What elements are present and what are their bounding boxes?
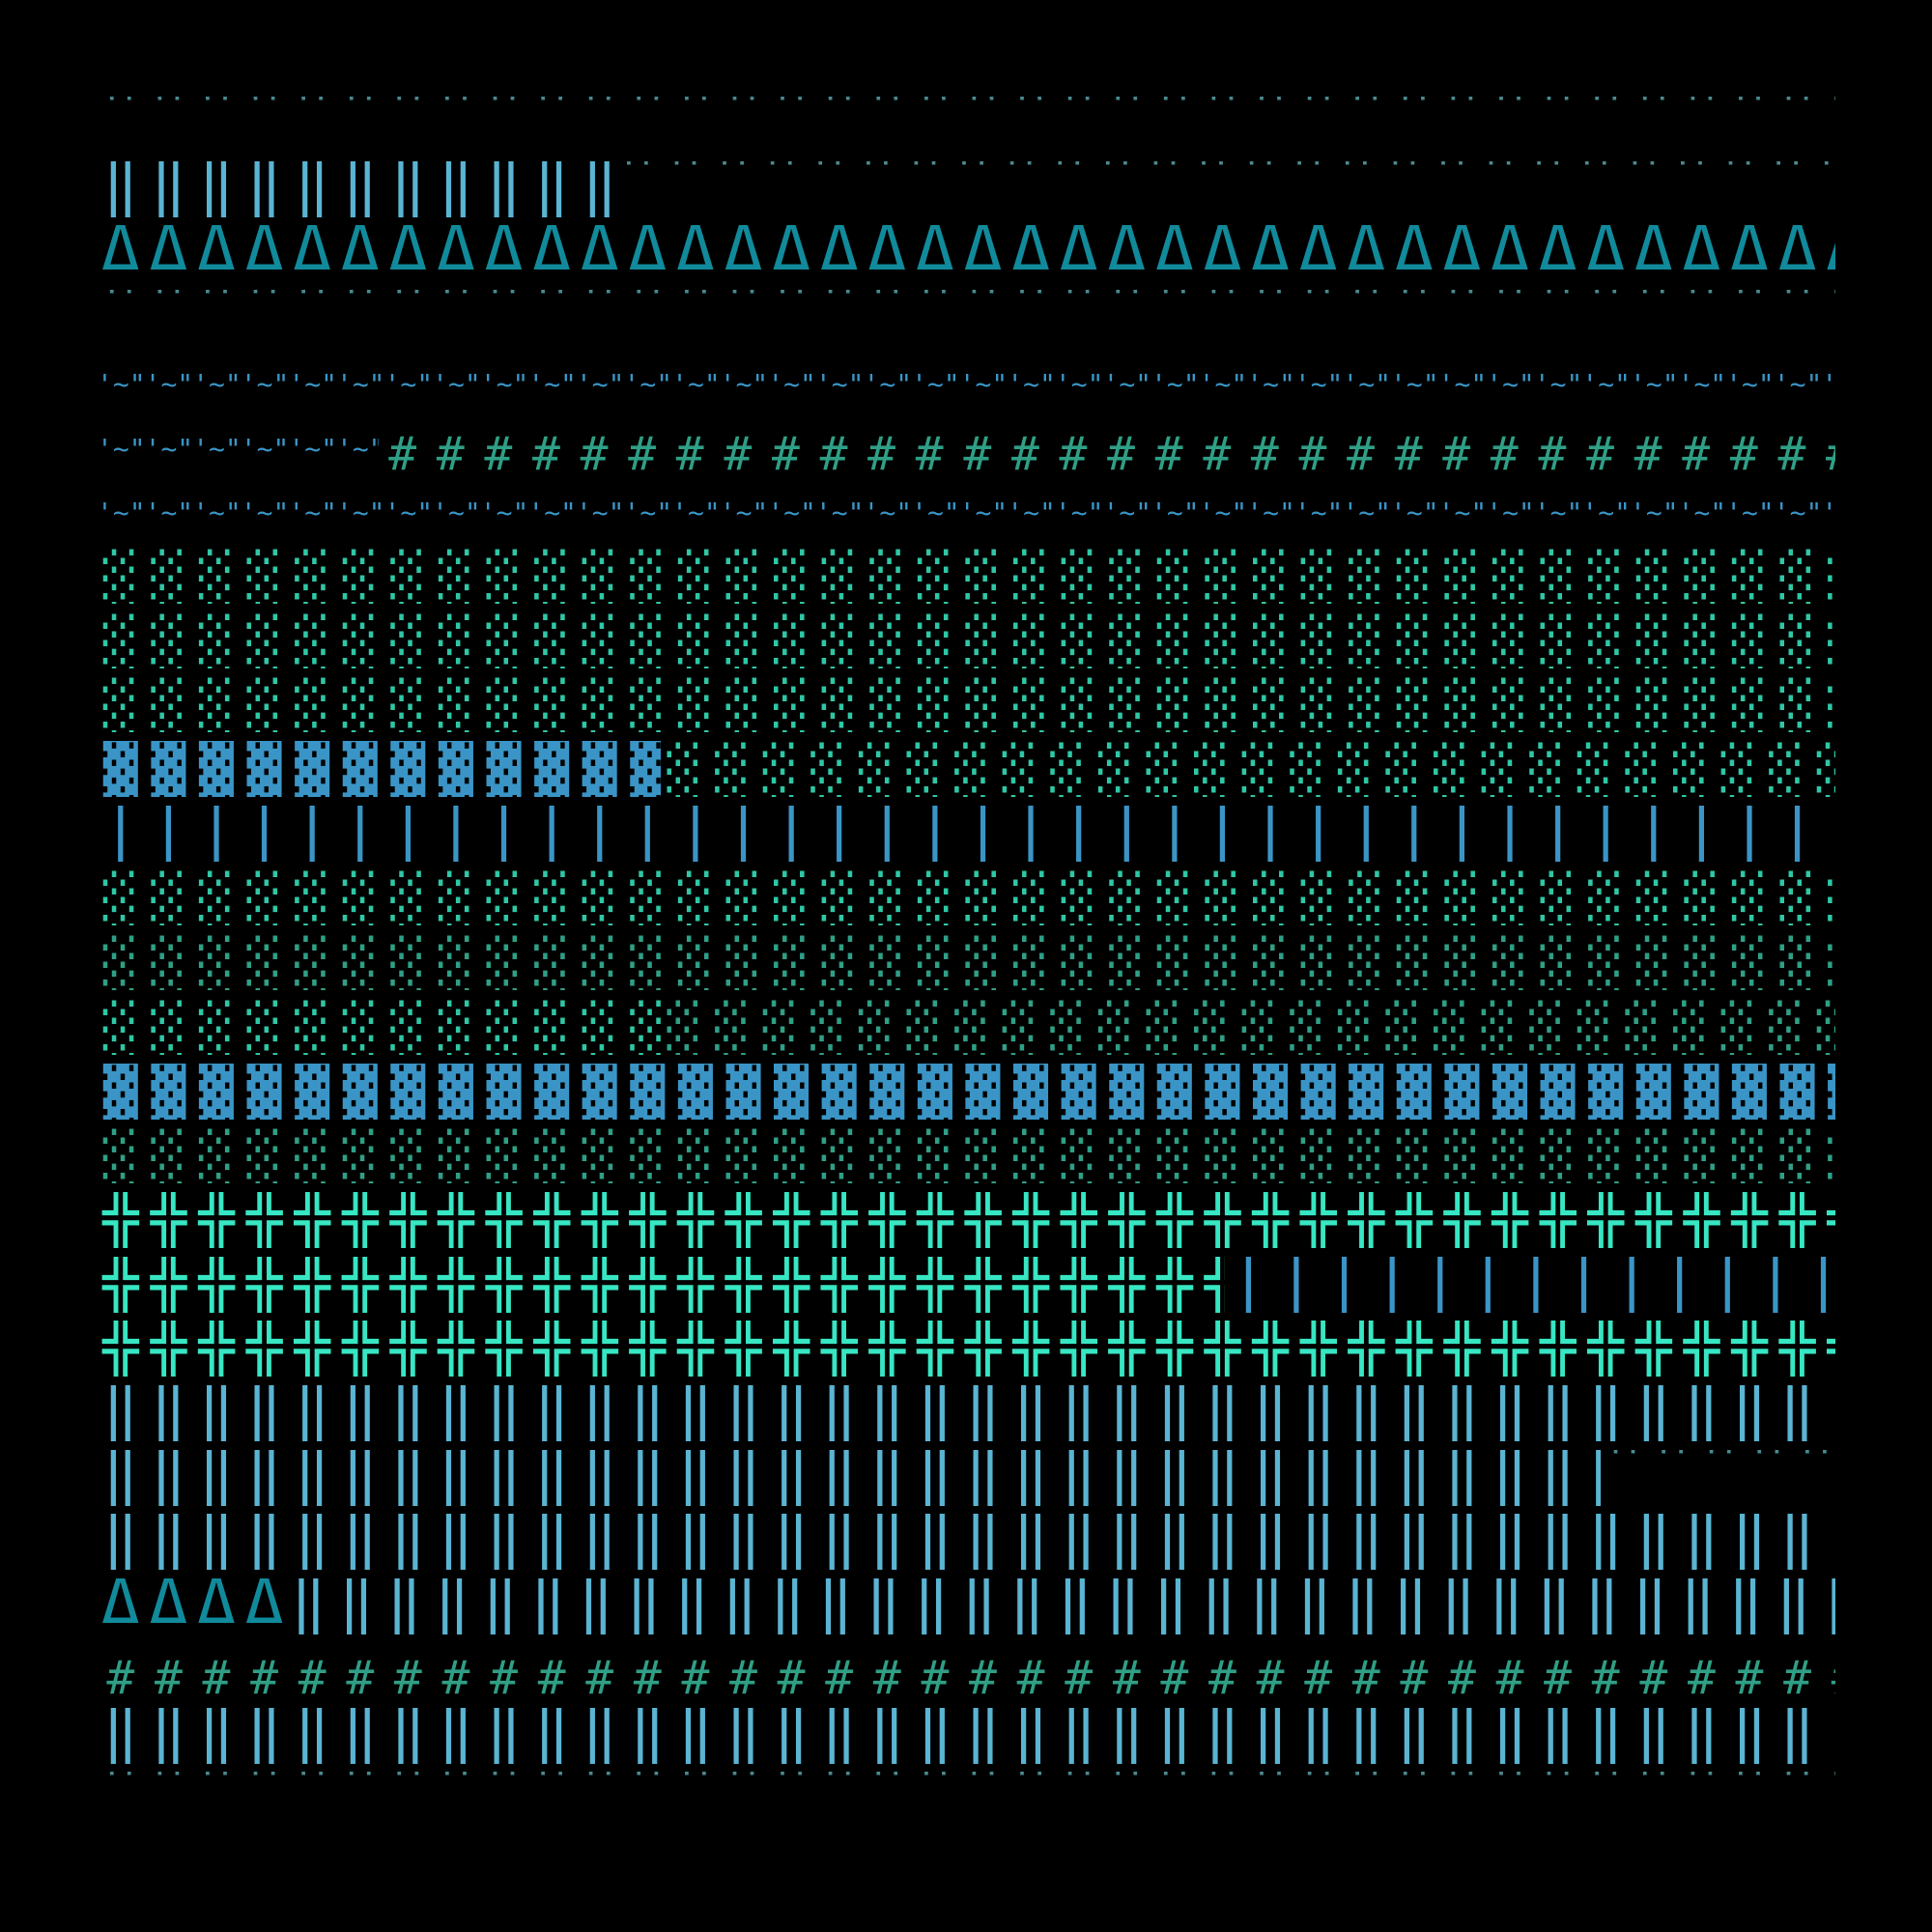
glyph-run-light-shade: ░ ░ ░ ░ ░ ░ ░ ░ ░ ░ ░ ░: [102, 998, 661, 1055]
glyph-run-hash: ###############################: [388, 430, 1835, 477]
glyph-run-light-shade: ░░░░░░░░░░░░░░░░░░░░░░░░░░░░░░░░░░░░░: [102, 934, 1835, 991]
pattern-row: ░░░░░░░░░░░░░░░░░░░░░░░░░░░░░░░░░░░░░: [97, 1127, 1835, 1193]
pattern-row: |||||||||||||||||||||||||||||||||||||: [97, 806, 1835, 871]
glyph-run-dark-shade: ▓▓▓▓▓▓▓▓▓▓▓▓▓▓▓▓▓▓▓▓▓▓▓▓▓▓▓▓▓▓▓▓▓▓▓▓▓: [102, 1063, 1835, 1120]
glyph-run-colon-pair: ·· ·· ·· ·· ·· ·· ·· ·· ·· ·· ·· ·· ·· ·· ·· ·· ·· ·· ·· ··…: [102, 97, 1835, 114]
pattern-row: ·· ·· ·· ·· ·· ·· ·· ·· ·· ·· ·· ·· ·· ·· ·· ·· ·· ·· ·· ··…: [97, 290, 1835, 355]
pattern-row: ‖‖‖‖‖‖‖‖‖‖‖‖‖‖‖‖‖‖‖‖‖‖‖‖‖‖‖‖‖‖‖‖‖‖‖‖‖: [97, 1708, 1835, 1774]
pattern-row: ░░░░░░░░░░░░░░░░░░░░░░░░░░░░░░░░░░░░░: [97, 999, 1835, 1065]
pattern-row: ‖‖‖‖‖‖‖‖‖‖‖ ·····························…: [97, 161, 1835, 227]
pattern-row: ░░░░░░░░░░░░░░░░░░░░░░░░░░░░░░░░░░░░░: [97, 612, 1835, 678]
glyph-run-delta: ΔΔΔΔΔΔΔΔΔΔΔΔΔΔΔΔΔΔΔΔΔΔΔΔΔΔΔΔΔΔΔΔΔΔΔΔΔ: [100, 225, 1835, 281]
pattern-row: ·· ·· ·· ·· ·· ·· ·· ·· ·· ·· ·· ·· ·· ·· ·· ·· ·· ·· ·· ··…: [97, 1772, 1835, 1835]
pattern-row: ·· ·· ·· ·· ·· ·· ·· ·· ·· ·· ·· ·· ·· ·· ·· ·· ·· ·· ·· ··…: [97, 97, 1835, 162]
glyph-run-light-shade: ░░░░░░░░░░░░░░░░░░░░░░░░░░░░░░░░░░░░░: [102, 611, 1835, 668]
pattern-row: ╬ ╬ ╬ ╬ ╬ ╬ ╬ ╬ ╬ ╬ ╬ ╬ ╬ ╬ ╬ ╬ ╬ ╬ ╬ ╬ ╬ ╬ ╬ ╬ | | | | | | | | | | | | |: [97, 1257, 1835, 1322]
glyph-run-tilde: '~"~'~"~'~"~'~"~'~"~'~"~: [97, 435, 379, 463]
pattern-row: ▓▓▓▓▓▓▓▓▓▓▓▓▓▓▓▓▓▓▓▓▓▓▓▓▓▓▓▓▓▓▓▓▓▓▓▓▓: [97, 1064, 1835, 1129]
glyph-run-colon-pair: ·· ·· ·· ·· ··: [1606, 1449, 1833, 1467]
glyph-run-light-shade: ░░░░░░░░░░░░░░░░░░░░░░░░░░░░░░░░░░░░░: [102, 1127, 1835, 1184]
pattern-canvas: ·· ·· ·· ·· ·· ·· ·· ·· ·· ·· ·· ·· ·· ·· ·· ·· ·· ·· ·· ··…: [97, 97, 1835, 1835]
pattern-row: #####################################: [97, 1643, 1835, 1709]
glyph-run-light-shade: ░░░░░░░░░░░░░░░░░░░░░░░░░░░░░░░░░░░░░: [102, 869, 1835, 926]
pattern-row: ▓ ▓ ▓ ▓ ▓ ▓ ▓ ▓ ▓ ▓ ▓ ▓ ░ ░ ░ ░ ░ ░ ░ ░ ░ ░ ░ ░ ░ ░ ░ ░ ░ ░ ░ ░ ░ ░ ░ ░ ░: [97, 741, 1835, 807]
glyph-run-double-bar: ‖‖‖‖‖‖‖‖‖‖‖‖‖‖‖‖‖‖‖‖‖‖‖‖‖‖‖‖‖‖‖‖‖‖‖‖‖: [102, 1385, 1835, 1441]
glyph-run-double-bar: ‖‖‖‖‖‖‖‖‖‖‖‖‖‖‖‖‖‖‖‖‖‖‖‖‖‖‖‖‖‖‖‖‖‖‖‖‖: [102, 1514, 1835, 1571]
pattern-row: ░░░░░░░░░░░░░░░░░░░░░░░░░░░░░░░░░░░░░: [97, 676, 1835, 742]
pattern-row: ‖‖‖‖‖‖‖‖‖‖‖‖‖‖‖‖‖‖‖‖‖‖‖‖‖‖‖‖‖‖‖‖ ········…: [97, 1450, 1835, 1516]
glyph-run-tilde: '~"~'~"~'~"~'~"~'~"~'~"~'~"~'~"~'~"~'~"~…: [97, 370, 1835, 398]
glyph-run-hash: #####################################: [106, 1654, 1835, 1701]
glyph-run-pipe: |||||||||||||||||||||||||||||||||||||: [102, 805, 1835, 862]
pattern-row: ░░░░░░░░░░░░░░░░░░░░░░░░░░░░░░░░░░░░░: [97, 869, 1835, 935]
glyph-run-double-bar: ‖‖‖‖‖‖‖‖‖‖‖‖‖‖‖‖‖‖‖‖‖‖‖‖‖‖‖‖‖‖‖‖: [102, 1449, 1601, 1506]
glyph-run-light-shade: ░░░░░░░░░░░░░░░░░░░░░░░░░░░░░░░░░░░░░: [102, 547, 1835, 604]
glyph-run-double-cross: ╬╬╬╬╬╬╬╬╬╬╬╬╬╬╬╬╬╬╬╬╬╬╬╬╬╬╬╬╬╬╬╬╬╬╬╬╬: [102, 1321, 1835, 1378]
pattern-row: '~"~'~"~'~"~'~"~'~"~'~"~'~"~'~"~'~"~'~"~…: [97, 355, 1835, 420]
pattern-row: ░░░░░░░░░░░░░░░░░░░░░░░░░░░░░░░░░░░░░: [97, 934, 1835, 1000]
glyph-run-dark-shade: ▓ ▓ ▓ ▓ ▓ ▓ ▓ ▓ ▓ ▓ ▓ ▓: [102, 741, 661, 797]
pattern-row: ╬╬╬╬╬╬╬╬╬╬╬╬╬╬╬╬╬╬╬╬╬╬╬╬╬╬╬╬╬╬╬╬╬╬╬╬╬: [97, 1321, 1835, 1386]
glyph-run-colon-pair: ·· ·· ·· ·· ·· ·· ·· ·· ·· ·· ·· ·· ·· ·· ·· ·· ·· ·· ·· ··…: [619, 160, 1835, 179]
glyph-run-tilde: '~"~'~"~'~"~'~"~'~"~'~"~'~"~'~"~'~"~'~"~…: [97, 499, 1835, 527]
pattern-row: '~"~'~"~'~"~'~"~'~"~'~"~ ################…: [97, 419, 1835, 485]
glyph-run-colon-pair: ·· ·· ·· ·· ·· ·· ·· ·· ·· ·· ·· ·· ·· ·· ·· ·· ·· ·· ·· ··…: [102, 1772, 1835, 1790]
glyph-run-colon-pair: ·· ·· ·· ·· ·· ·· ·· ·· ·· ·· ·· ·· ·· ·· ·· ·· ·· ·· ·· ··…: [102, 290, 1835, 308]
glyph-run-pipe: | | | | | | | | | | | | |: [1230, 1256, 1835, 1313]
glyph-run-double-bar: ‖‖‖‖‖‖‖‖‖‖‖: [102, 160, 613, 217]
glyph-run-double-cross: ╬╬╬╬╬╬╬╬╬╬╬╬╬╬╬╬╬╬╬╬╬╬╬╬╬╬╬╬╬╬╬╬╬╬╬╬╬: [102, 1191, 1835, 1248]
pattern-row: ‖‖‖‖‖‖‖‖‖‖‖‖‖‖‖‖‖‖‖‖‖‖‖‖‖‖‖‖‖‖‖‖‖‖‖‖‖: [97, 1514, 1835, 1579]
pattern-row: ΔΔΔΔΔΔΔΔΔΔΔΔΔΔΔΔΔΔΔΔΔΔΔΔΔΔΔΔΔΔΔΔΔΔΔΔΔ: [97, 225, 1835, 291]
glyph-run-light-shade: ░░░░░░░░░░░░░░░░░░░░░░░░░░░░░░░░░░░░░: [102, 676, 1835, 733]
glyph-run-double-bar: ‖‖‖‖‖‖‖‖‖‖‖‖‖‖‖‖‖‖‖‖‖‖‖‖‖‖‖‖‖‖‖‖‖‖‖‖‖: [102, 1707, 1835, 1764]
pattern-row: ░░░░░░░░░░░░░░░░░░░░░░░░░░░░░░░░░░░░░: [97, 548, 1835, 613]
glyph-run-double-bar: ‖‖‖‖‖‖‖‖‖‖‖‖‖‖‖‖‖‖‖‖‖‖‖‖‖‖‖‖‖‖‖‖‖: [290, 1578, 1835, 1635]
pattern-row: ╬╬╬╬╬╬╬╬╬╬╬╬╬╬╬╬╬╬╬╬╬╬╬╬╬╬╬╬╬╬╬╬╬╬╬╬╬: [97, 1192, 1835, 1258]
glyph-run-light-shade: ░ ░ ░ ░ ░ ░ ░ ░ ░ ░ ░ ░ ░ ░ ░ ░ ░ ░ ░ ░ ░ ░ ░ ░ ░: [667, 998, 1835, 1055]
pattern-row: '~"~'~"~'~"~'~"~'~"~'~"~'~"~'~"~'~"~'~"~…: [97, 483, 1835, 549]
glyph-run-double-cross: ╬ ╬ ╬ ╬ ╬ ╬ ╬ ╬ ╬ ╬ ╬ ╬ ╬ ╬ ╬ ╬ ╬ ╬ ╬ ╬ ╬ ╬ ╬ ╬: [102, 1256, 1225, 1313]
glyph-run-light-shade: ░ ░ ░ ░ ░ ░ ░ ░ ░ ░ ░ ░ ░ ░ ░ ░ ░ ░ ░ ░ ░ ░ ░ ░ ░: [667, 741, 1835, 797]
pattern-row: ‖‖‖‖‖‖‖‖‖‖‖‖‖‖‖‖‖‖‖‖‖‖‖‖‖‖‖‖‖‖‖‖‖‖‖‖‖: [97, 1385, 1835, 1451]
